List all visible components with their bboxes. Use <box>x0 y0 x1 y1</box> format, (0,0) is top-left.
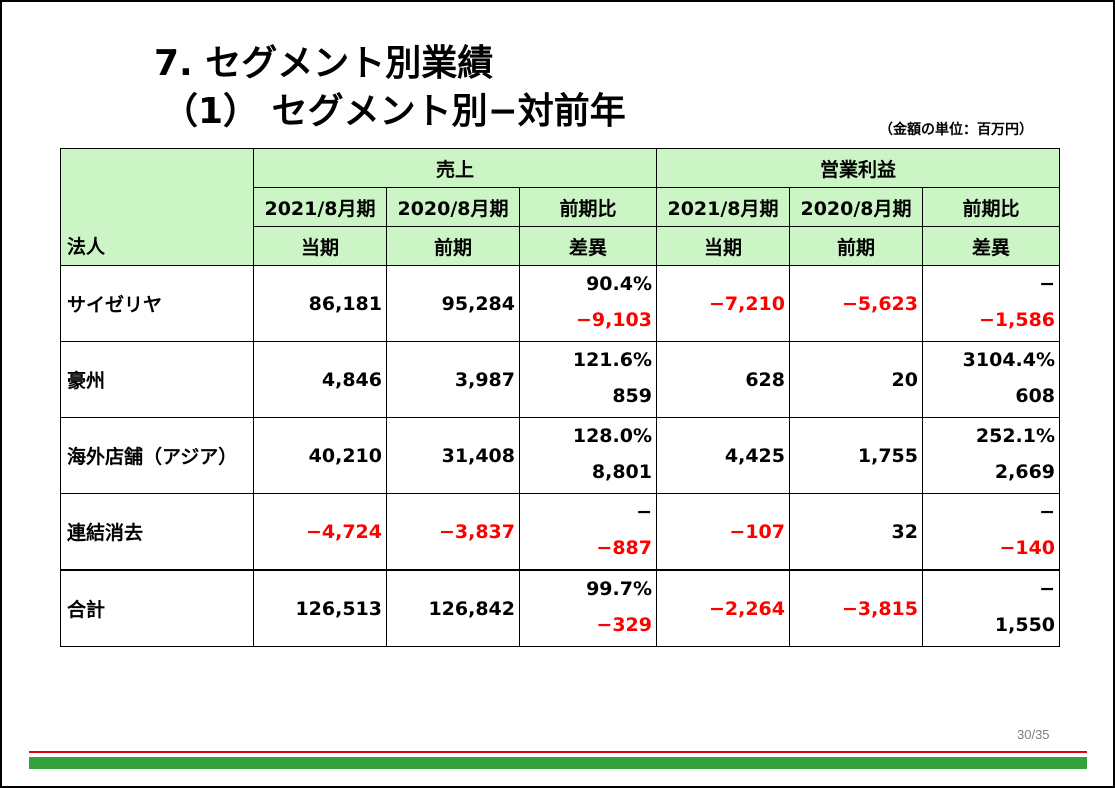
sales-current: 40,210 <box>253 417 387 494</box>
sales-col-previous-period: 2020/8月期 <box>386 187 520 227</box>
slide-title: 7. セグメント別業績 <box>154 43 494 84</box>
row-name: 連結消去 <box>60 493 254 571</box>
profit-previous: 1,755 <box>789 417 923 494</box>
row-name: サイゼリヤ <box>60 265 254 342</box>
table-row: 連結消去 −4,724 −3,837 − −887 −107 32 − −140 <box>60 493 1061 571</box>
sales-col-current-label: 当期 <box>253 226 387 266</box>
sales-previous: 31,408 <box>386 417 520 494</box>
profit-col-diff-label: 差異 <box>921 226 1061 266</box>
profit-current: −107 <box>656 493 790 571</box>
profit-previous: 32 <box>789 493 923 571</box>
unit-note: （金額の単位：百万円） <box>879 122 1033 138</box>
row-name: 合計 <box>60 569 254 647</box>
sales-comparison: 121.6% 859 <box>519 341 657 418</box>
sales-current: 86,181 <box>253 265 387 342</box>
segment-table: 法人 売上 営業利益 2021/8月期 2020/8月期 前期比 2021/8月… <box>60 148 1061 647</box>
sales-col-diff-label: 差異 <box>519 226 657 266</box>
sales-ratio: 128.0% <box>572 425 652 447</box>
profit-ratio: − <box>1039 273 1056 295</box>
profit-col-ratio: 前期比 <box>921 187 1061 227</box>
profit-diff: −140 <box>999 537 1056 559</box>
profit-comparison: − −140 <box>921 493 1061 571</box>
footer-green-bar <box>29 757 1087 769</box>
profit-col-previous-period: 2020/8月期 <box>789 187 923 227</box>
sales-diff: 8,801 <box>591 461 652 483</box>
sales-comparison: 90.4% −9,103 <box>519 265 657 342</box>
profit-ratio: 3104.4% <box>962 349 1056 371</box>
page-number: 30/35 <box>1017 727 1050 742</box>
sales-diff: 859 <box>612 385 652 407</box>
profit-ratio: − <box>1039 501 1056 523</box>
profit-previous: −3,815 <box>789 569 923 647</box>
profit-current: 4,425 <box>656 417 790 494</box>
table-row: 豪州 4,846 3,987 121.6% 859 628 20 3104.4%… <box>60 341 1061 418</box>
profit-previous: 20 <box>789 341 923 418</box>
sales-current: 4,846 <box>253 341 387 418</box>
sales-ratio: − <box>636 501 652 523</box>
sales-ratio: 90.4% <box>586 273 652 295</box>
sales-previous: 126,842 <box>386 569 520 647</box>
sales-col-previous-label: 前期 <box>386 226 520 266</box>
sales-current: 126,513 <box>253 569 387 647</box>
table-row-total: 合計 126,513 126,842 99.7% −329 −2,264 −3,… <box>60 569 1061 647</box>
sales-group-header: 売上 <box>253 148 657 188</box>
table-row: サイゼリヤ 86,181 95,284 90.4% −9,103 −7,210 … <box>60 265 1061 342</box>
slide-subtitle: （1） セグメント別−対前年 <box>162 91 626 132</box>
profit-current: −2,264 <box>656 569 790 647</box>
profit-comparison: 252.1% 2,669 <box>921 417 1061 494</box>
profit-diff: 608 <box>1015 385 1056 407</box>
sales-comparison: 99.7% −329 <box>519 569 657 647</box>
profit-diff: 1,550 <box>994 614 1056 636</box>
sales-col-ratio: 前期比 <box>519 187 657 227</box>
profit-ratio: 252.1% <box>975 425 1056 447</box>
sales-diff: −329 <box>596 614 652 636</box>
profit-comparison: 3104.4% 608 <box>921 341 1061 418</box>
table-row: 海外店舗（アジア） 40,210 31,408 128.0% 8,801 4,4… <box>60 417 1061 494</box>
profit-current: 628 <box>656 341 790 418</box>
profit-col-previous-label: 前期 <box>789 226 923 266</box>
sales-previous: 3,987 <box>386 341 520 418</box>
row-name: 海外店舗（アジア） <box>60 417 254 494</box>
profit-comparison: − −1,586 <box>921 265 1061 342</box>
sales-current: −4,724 <box>253 493 387 571</box>
sales-ratio: 121.6% <box>572 349 652 371</box>
sales-col-current-period: 2021/8月期 <box>253 187 387 227</box>
sales-diff: −887 <box>596 537 652 559</box>
profit-diff: −1,586 <box>979 309 1056 331</box>
sales-previous: −3,837 <box>386 493 520 571</box>
profit-group-header: 営業利益 <box>655 148 1061 188</box>
profit-current: −7,210 <box>656 265 790 342</box>
profit-col-current-period: 2021/8月期 <box>656 187 790 227</box>
row-name: 豪州 <box>60 341 254 418</box>
sales-previous: 95,284 <box>386 265 520 342</box>
profit-diff: 2,669 <box>994 461 1056 483</box>
profit-comparison: − 1,550 <box>921 569 1061 647</box>
profit-previous: −5,623 <box>789 265 923 342</box>
profit-col-current-label: 当期 <box>656 226 790 266</box>
sales-comparison: − −887 <box>519 493 657 571</box>
sales-ratio: 99.7% <box>586 578 652 600</box>
sales-comparison: 128.0% 8,801 <box>519 417 657 494</box>
profit-ratio: − <box>1039 578 1056 600</box>
sales-diff: −9,103 <box>575 309 652 331</box>
corner-header: 法人 <box>60 148 254 266</box>
footer-red-line <box>29 751 1087 753</box>
